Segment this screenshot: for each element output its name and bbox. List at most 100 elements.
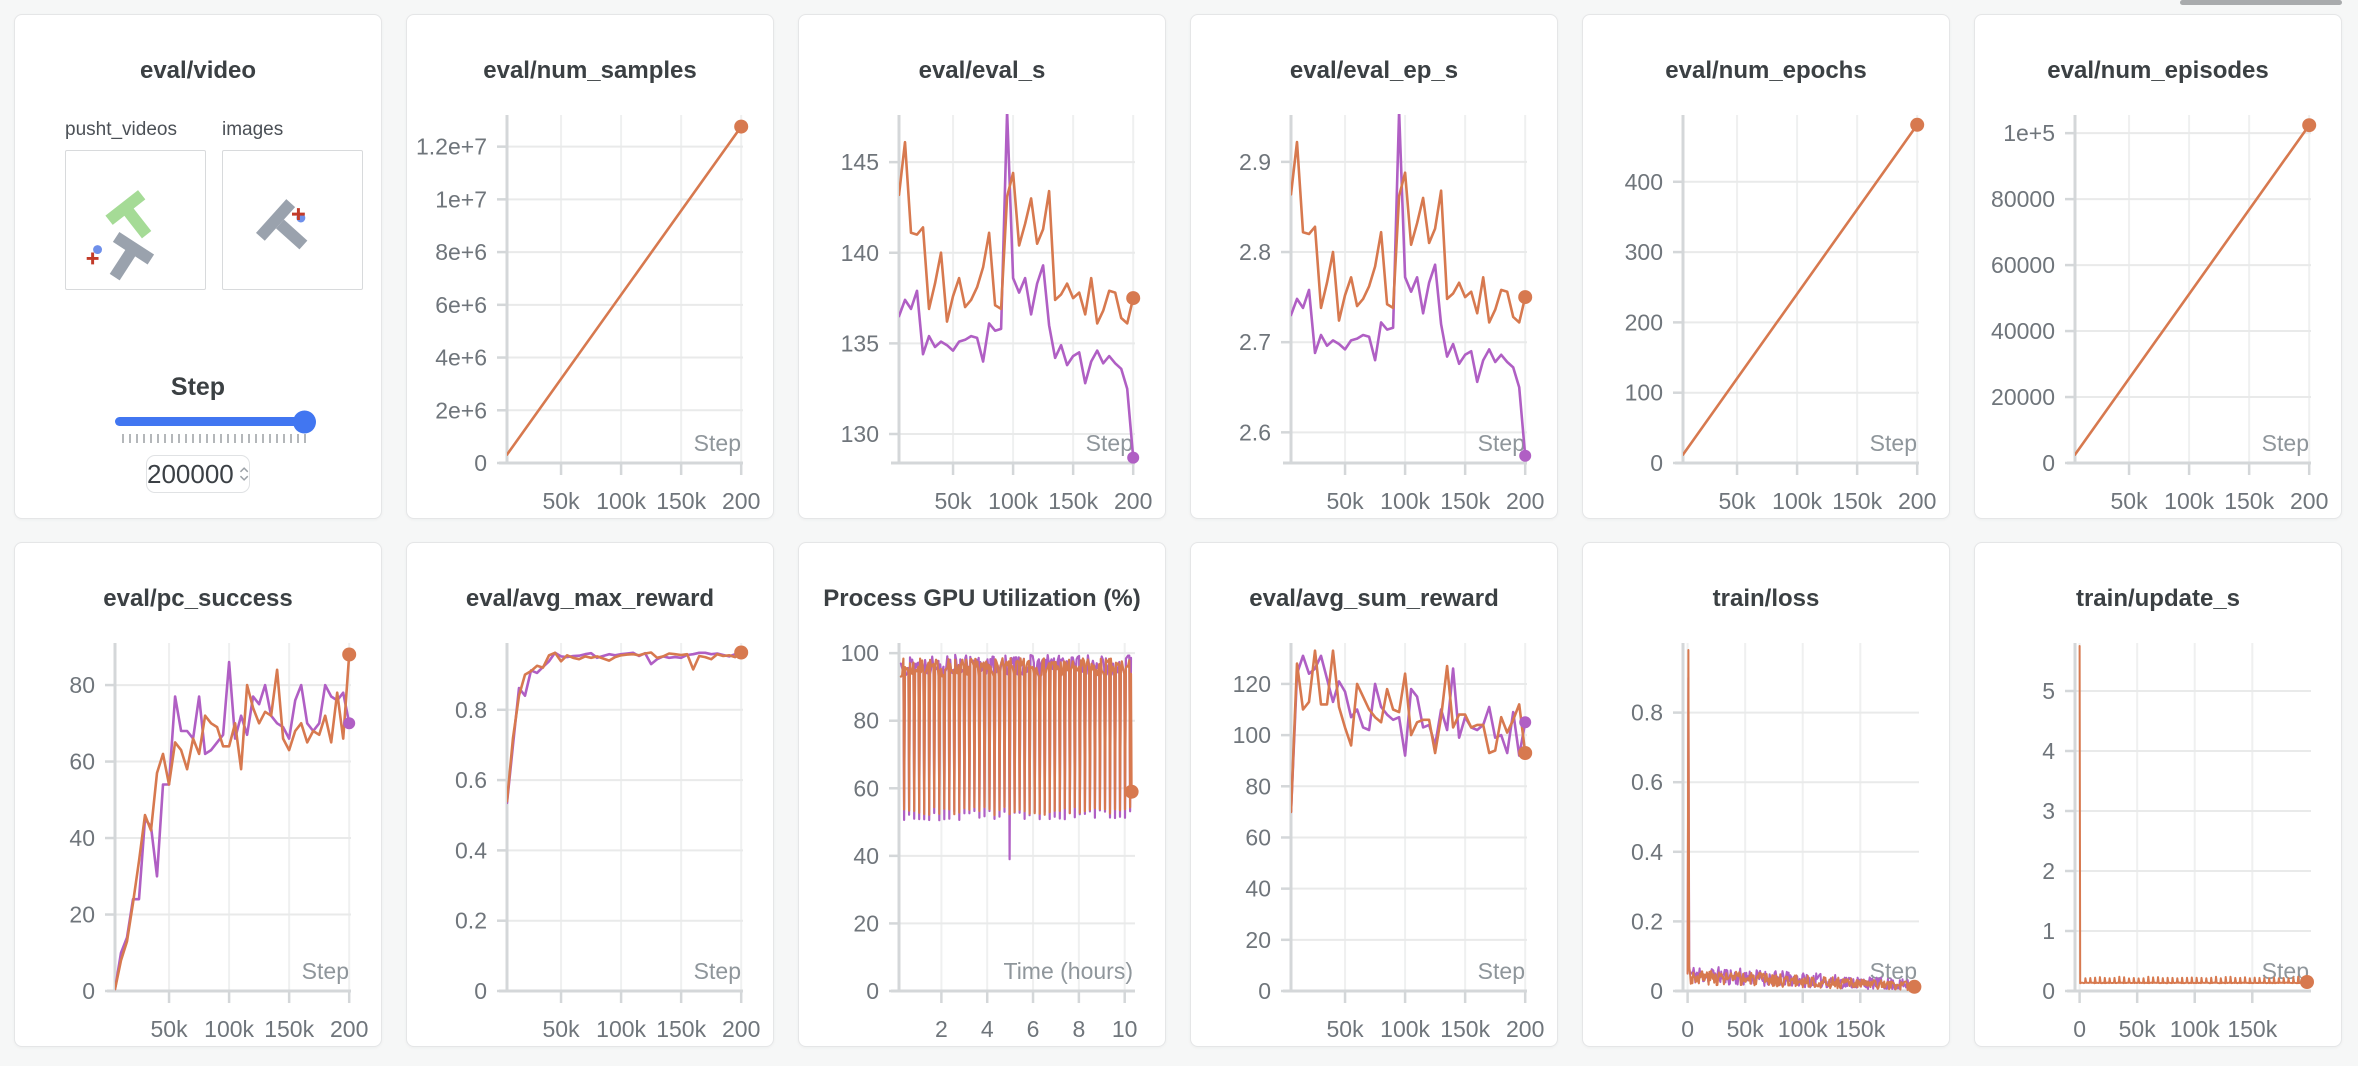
svg-text:3: 3 <box>2042 798 2055 824</box>
end-dot-orange <box>734 645 749 660</box>
step-slider[interactable] <box>115 410 316 433</box>
chart-canvas[interactable]: 0 20 40 60 80 100 120 50k 100k 150k 200 Step <box>1191 543 1558 1047</box>
chart-canvas[interactable]: 0 2e+6 4e+6 6e+6 8e+6 1e+7 1.2e+7 50k 100k 150k 20… <box>407 15 774 519</box>
svg-text:150k: 150k <box>264 1016 314 1042</box>
chart-title: eval/eval_ep_s <box>1289 57 1459 84</box>
chart-canvas[interactable]: 2.6 2.7 2.8 2.9 50k 100k 150k 200 Step <box>1191 15 1558 519</box>
pusht-gray-t-block <box>255 199 308 250</box>
x-axis-label: Step <box>1478 958 1525 984</box>
series-orange <box>899 140 1135 325</box>
svg-text:100k: 100k <box>596 488 646 514</box>
svg-text:100: 100 <box>841 640 879 666</box>
svg-text:0: 0 <box>82 978 95 1004</box>
series-purple <box>1291 114 1527 458</box>
svg-text:50k: 50k <box>1326 488 1364 514</box>
chart-canvas[interactable]: 0 20000 40000 60000 80000 1e+5 50k 100k 150k 200 S… <box>1975 15 2342 519</box>
svg-text:100k: 100k <box>1778 1016 1828 1042</box>
end-dot-orange <box>342 647 357 662</box>
series-lines <box>899 114 1135 459</box>
y-tick-labels: 0 20 40 60 80 100 <box>841 640 879 1004</box>
end-dot-purple <box>1519 716 1532 729</box>
series-orange <box>1291 649 1527 814</box>
stepper-arrows-icon[interactable] <box>239 462 249 486</box>
svg-text:50k: 50k <box>1326 1016 1364 1042</box>
y-tick-labels: 0 2e+6 4e+6 6e+6 8e+6 1e+7 1.2e+7 <box>416 134 487 476</box>
chart-canvas[interactable]: 130 135 140 145 50k 100k 150k 200 Step <box>799 15 1166 519</box>
svg-text:6e+6: 6e+6 <box>435 292 487 318</box>
end-dot-orange <box>2302 118 2317 133</box>
svg-text:40: 40 <box>1245 876 1271 902</box>
series-lines <box>1686 649 1916 991</box>
svg-text:40000: 40000 <box>1991 318 2055 344</box>
svg-text:300: 300 <box>1625 239 1663 265</box>
chart-title: eval/num_samples <box>483 57 697 84</box>
series-orange <box>1683 123 1919 456</box>
axes <box>1673 643 1919 1003</box>
svg-text:100k: 100k <box>596 1016 646 1042</box>
gridlines <box>1291 643 1527 991</box>
series-lines <box>2078 645 2308 985</box>
series-lines <box>1683 123 1919 456</box>
x-tick-labels: 50k 100k 150k 200 <box>2110 488 2328 514</box>
gridlines <box>2075 115 2311 463</box>
svg-text:80: 80 <box>1245 773 1271 799</box>
y-tick-labels: 0 20000 40000 60000 80000 1e+5 <box>1991 120 2055 476</box>
svg-text:40: 40 <box>853 843 879 869</box>
chart-panel-eval-avg-sum-reward: eval/avg_sum_reward 0 20 40 60 80 100 120 50k 10… <box>1190 542 1558 1047</box>
svg-text:80000: 80000 <box>1991 186 2055 212</box>
svg-text:50k: 50k <box>150 1016 188 1042</box>
pusht-green-t-block <box>105 190 152 239</box>
chart-canvas[interactable]: 0 20 40 60 80 100 2 4 6 8 10 Time (hours) <box>799 543 1166 1047</box>
svg-text:135: 135 <box>841 330 879 356</box>
svg-text:100k: 100k <box>2164 488 2214 514</box>
axes <box>105 643 351 1003</box>
scrollbar-artifact[interactable] <box>2180 0 2342 5</box>
svg-text:6: 6 <box>1027 1016 1040 1042</box>
svg-text:2.9: 2.9 <box>1239 149 1271 175</box>
svg-text:0: 0 <box>2073 1016 2086 1042</box>
y-tick-labels: 0 20 40 60 80 <box>69 672 95 1004</box>
thumbnail-label: pusht_videos <box>65 119 177 140</box>
svg-text:200: 200 <box>1625 309 1663 335</box>
axes <box>1673 115 1919 475</box>
svg-text:50k: 50k <box>2110 488 2148 514</box>
thumbnail-label: images <box>222 119 284 140</box>
svg-text:200: 200 <box>330 1016 368 1042</box>
x-tick-labels: 0 50k 100k 150k <box>2073 1016 2278 1042</box>
goal-cross-icon <box>292 208 305 220</box>
svg-text:2.8: 2.8 <box>1239 239 1271 265</box>
svg-text:400: 400 <box>1625 169 1663 195</box>
svg-text:200: 200 <box>1114 488 1152 514</box>
pusht-video-frame[interactable] <box>65 150 206 290</box>
images-frame[interactable] <box>222 150 363 290</box>
axes <box>497 643 743 1003</box>
svg-text:0.2: 0.2 <box>1631 908 1663 934</box>
svg-text:50k: 50k <box>542 488 580 514</box>
video-thumbnail-images[interactable]: images <box>222 119 363 295</box>
step-number-input[interactable]: 200000 <box>146 455 250 493</box>
svg-text:200: 200 <box>1506 1016 1544 1042</box>
series-orange <box>507 125 743 456</box>
y-tick-labels: 0 1 2 3 4 5 <box>2042 678 2055 1004</box>
step-slider-thumb[interactable] <box>293 410 316 433</box>
series-orange <box>899 657 1133 817</box>
chart-canvas[interactable]: 0 0.2 0.4 0.6 0.8 50k 100k 150k 200 Step <box>407 543 774 1047</box>
video-thumbnail-pusht[interactable]: pusht_videos <box>65 119 206 295</box>
svg-text:150k: 150k <box>656 1016 706 1042</box>
svg-text:0.8: 0.8 <box>1631 700 1663 726</box>
svg-text:0: 0 <box>1258 978 1271 1004</box>
svg-text:0.6: 0.6 <box>1631 769 1663 795</box>
chart-canvas[interactable]: 0 100 200 300 400 50k 100k 150k 200 Step <box>1583 15 1950 519</box>
svg-text:100: 100 <box>1233 722 1271 748</box>
svg-text:0: 0 <box>1681 1016 1694 1042</box>
chart-canvas[interactable]: 0 20 40 60 80 50k 100k 150k 200 Step <box>15 543 382 1047</box>
svg-text:0: 0 <box>1650 450 1663 476</box>
chart-panel-eval-pc-success: eval/pc_success 0 20 40 60 80 50k 100k 150k 200 S… <box>14 542 382 1047</box>
svg-text:150k: 150k <box>1440 1016 1490 1042</box>
axes <box>889 643 1135 1003</box>
x-tick-labels: 50k 100k 150k 200 <box>1718 488 1936 514</box>
svg-text:50k: 50k <box>542 1016 580 1042</box>
